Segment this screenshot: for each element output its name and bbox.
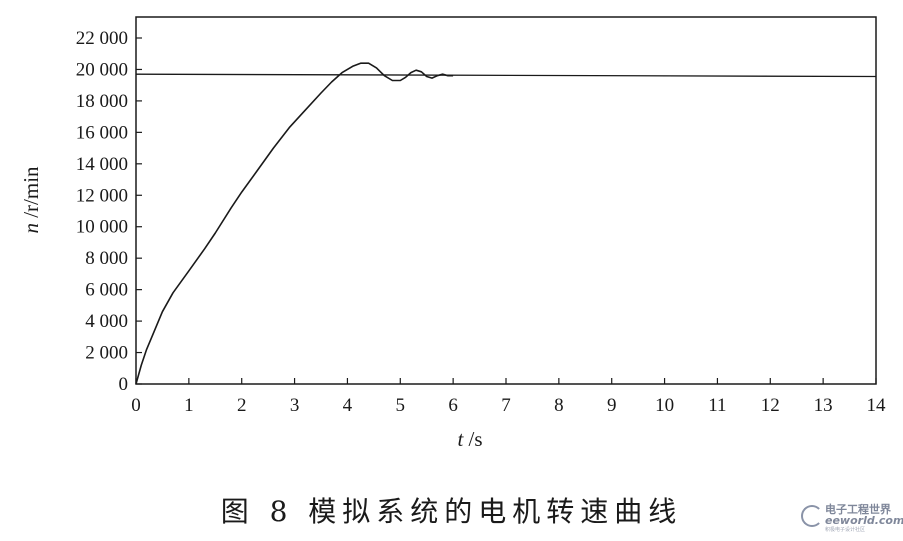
x-tick-label: 11 (708, 395, 726, 416)
logo-text-url: eeworld.com.cn (825, 514, 903, 527)
x-axis-label: t /s (457, 427, 482, 451)
x-axis-ticks: 0 1 2 3 4 5 6 7 8 9 10 11 12 13 14 (131, 378, 886, 416)
y-axis-ticks: 0 2 000 4 000 6 000 8 000 10 000 12 000 14 000 1… (76, 28, 142, 395)
x-tick-label: 14 (867, 395, 887, 416)
x-tick-label: 3 (290, 395, 300, 416)
x-tick-label: 2 (237, 395, 247, 416)
x-tick-label: 8 (554, 395, 564, 416)
y-tick-label: 12 000 (76, 185, 128, 206)
figure-caption: 图 8 模拟系统的电机转速曲线 (220, 495, 683, 528)
x-tick-label: 5 (396, 395, 406, 416)
x-tick-label: 0 (131, 395, 141, 416)
x-tick-label: 4 (343, 395, 353, 416)
y-tick-label: 6 000 (85, 280, 128, 301)
y-tick-label: 14 000 (76, 154, 128, 175)
x-tick-label: 10 (655, 395, 674, 416)
eeworld-logo-icon (801, 505, 823, 527)
y-tick-label: 18 000 (76, 91, 128, 112)
y-tick-label: 10 000 (76, 217, 128, 238)
y-axis-label: n /r/min (19, 166, 43, 234)
plot-frame (135, 16, 877, 385)
y-tick-label: 0 (119, 374, 129, 395)
x-tick-label: 13 (814, 395, 833, 416)
motor-speed-curve (135, 62, 454, 385)
x-tick-label: 12 (761, 395, 780, 416)
y-tick-label: 20 000 (76, 59, 128, 80)
steady-state-reference-line (135, 73, 877, 78)
logo-text-cn: 电子工程世界 (825, 503, 891, 516)
y-tick-label: 4 000 (85, 311, 128, 332)
x-tick-label: 1 (184, 395, 194, 416)
logo-text-slogan: 积极电子设计社区 (825, 527, 866, 533)
x-tick-label: 6 (448, 395, 458, 416)
y-tick-label: 22 000 (76, 28, 128, 49)
x-tick-label: 9 (607, 395, 617, 416)
x-tick-label: 7 (501, 395, 511, 416)
y-tick-label: 16 000 (76, 122, 128, 143)
y-tick-label: 8 000 (85, 248, 128, 269)
y-tick-label: 2 000 (85, 343, 128, 364)
eeworld-logo: 电子工程世界 eeworld.com.cn 积极电子设计社区 (801, 501, 903, 533)
